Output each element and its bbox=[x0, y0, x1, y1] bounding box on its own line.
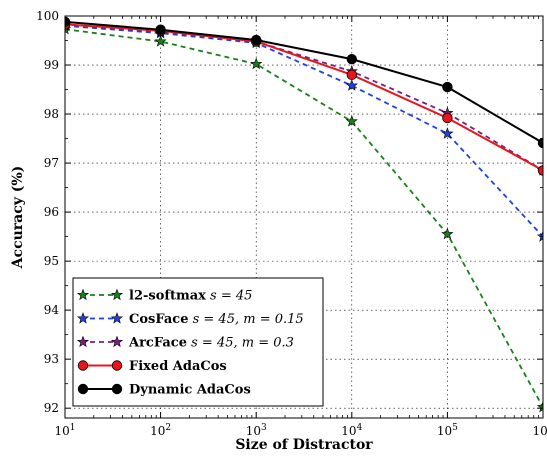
x-axis-label: Size of Distractor bbox=[235, 437, 373, 453]
x-tick-label: 106 bbox=[532, 423, 547, 438]
y-tick-label: 97 bbox=[44, 156, 59, 170]
legend: l2-softmax s = 45 CosFace s = 45, m = 0.1… bbox=[72, 277, 324, 407]
legend-label: l2-softmax s = 45 bbox=[129, 289, 252, 304]
legend-marker bbox=[77, 383, 89, 395]
x-tick-label: 104 bbox=[341, 423, 362, 438]
series-line bbox=[65, 28, 543, 408]
data-point bbox=[441, 227, 454, 240]
data-point bbox=[537, 137, 543, 149]
data-point bbox=[345, 115, 358, 127]
y-tick-label: 92 bbox=[44, 401, 59, 415]
x-tick-label: 105 bbox=[437, 423, 458, 438]
legend-marker bbox=[110, 335, 124, 348]
series-group bbox=[65, 16, 543, 149]
y-tick-label: 95 bbox=[44, 254, 59, 268]
data-point bbox=[155, 24, 166, 35]
ticks: 101 102 103 104 105 106 92 93 94 95 96 97 98 99 100 bbox=[36, 9, 547, 438]
plot-frame bbox=[64, 15, 544, 419]
data-point bbox=[536, 400, 543, 413]
x-tick-label: 101 bbox=[54, 423, 75, 438]
data-point bbox=[536, 230, 543, 242]
legend-marker bbox=[76, 312, 90, 324]
data-point bbox=[442, 81, 453, 93]
legend-marker bbox=[111, 383, 123, 395]
series-line bbox=[65, 20, 543, 144]
y-tick-label: 94 bbox=[44, 303, 60, 317]
x-tick-label: 103 bbox=[246, 423, 267, 438]
legend-marker bbox=[76, 335, 90, 348]
legend-label: ArcFace s = 45, m = 0.3 bbox=[128, 336, 294, 351]
y-tick-label: 96 bbox=[44, 205, 59, 219]
legend-label: CosFace s = 45, m = 0.15 bbox=[129, 312, 304, 327]
y-tick-label: 99 bbox=[44, 58, 59, 72]
data-point bbox=[346, 69, 358, 81]
y-tick-label: 93 bbox=[44, 352, 59, 366]
x-tick-label: 102 bbox=[150, 423, 171, 438]
series-line bbox=[65, 23, 543, 172]
data-point bbox=[251, 34, 262, 46]
data-point bbox=[537, 165, 543, 176]
legend-marker bbox=[111, 360, 123, 371]
series-group bbox=[65, 18, 543, 176]
data-point bbox=[441, 127, 454, 139]
legend-marker bbox=[76, 288, 90, 301]
y-axis-label: Accuracy (%) bbox=[10, 166, 26, 270]
data-point bbox=[154, 35, 167, 47]
series-layer bbox=[65, 16, 543, 413]
data-point bbox=[346, 53, 358, 65]
legend-marker bbox=[110, 312, 124, 324]
legend-marker bbox=[110, 288, 124, 301]
legend-label: Dynamic AdaCos bbox=[129, 383, 251, 398]
series-line bbox=[65, 24, 543, 238]
series-group bbox=[65, 19, 543, 176]
series-group bbox=[65, 19, 543, 242]
data-point bbox=[345, 79, 358, 91]
legend-marker bbox=[77, 360, 89, 371]
series-line bbox=[65, 23, 543, 172]
data-point bbox=[442, 112, 453, 124]
y-tick-label: 98 bbox=[44, 107, 59, 121]
legend-label: Fixed AdaCos bbox=[129, 359, 227, 374]
y-tick-label: 100 bbox=[36, 9, 59, 23]
data-point bbox=[250, 57, 263, 70]
